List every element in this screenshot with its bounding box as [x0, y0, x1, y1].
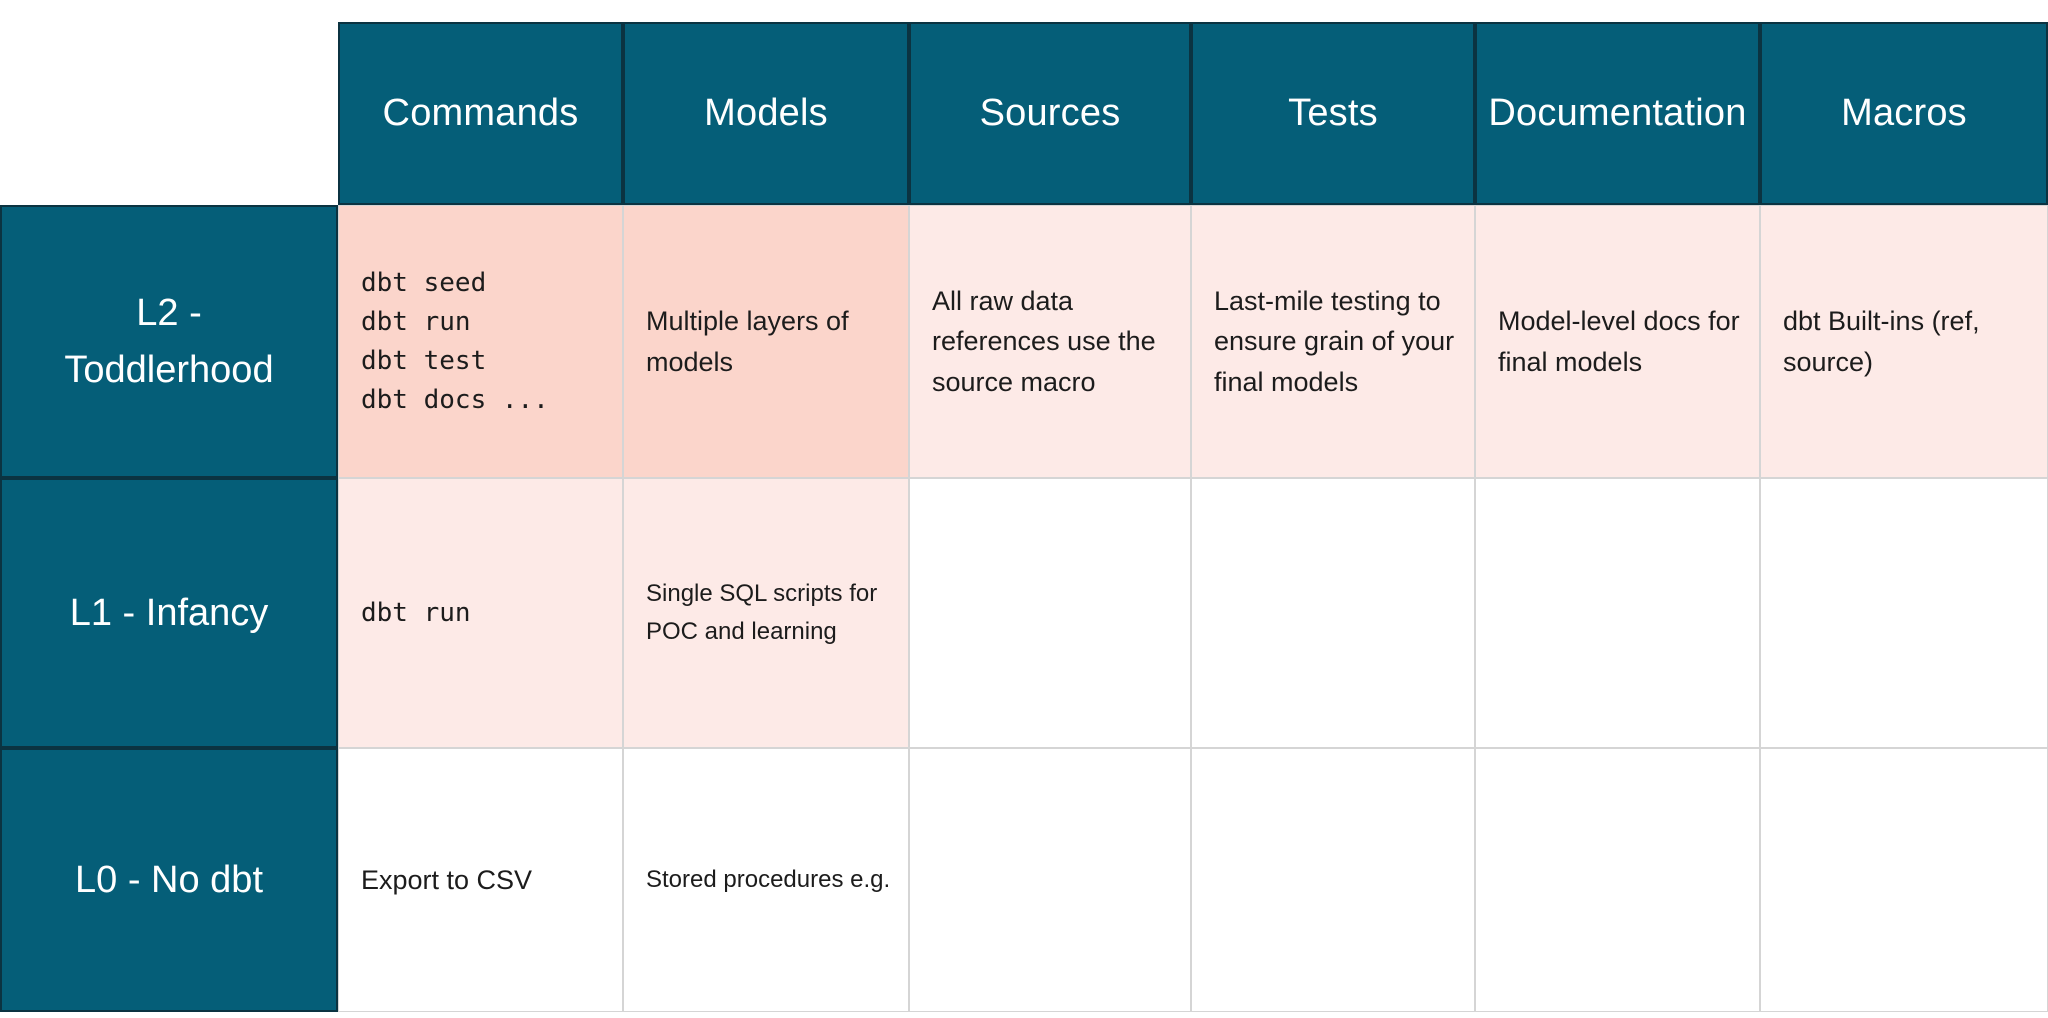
dbt-maturity-table: Commands Models Sources Tests Documentat… [0, 22, 2048, 1012]
cell-l1-documentation [1475, 478, 1760, 748]
col-header-sources: Sources [909, 22, 1191, 205]
cell-l1-macros [1760, 478, 2048, 748]
cell-l0-macros [1760, 748, 2048, 1012]
cell-l2-models: Multiple layers of models [623, 205, 909, 478]
cell-l2-documentation: Model-level docs for final models [1475, 205, 1760, 478]
row-header-l2: L2 - Toddlerhood [0, 205, 338, 478]
cell-l0-tests [1191, 748, 1475, 1012]
cell-l0-models: Stored procedures e.g. [623, 748, 909, 1012]
row-header-l1: L1 - Infancy [0, 478, 338, 748]
corner-spacer [0, 22, 338, 205]
cell-l0-documentation [1475, 748, 1760, 1012]
cell-l1-commands: dbt run [338, 478, 623, 748]
cell-l2-macros: dbt Built-ins (ref, source) [1760, 205, 2048, 478]
cell-l0-commands: Export to CSV [338, 748, 623, 1012]
cell-l2-sources: All raw data references use the source m… [909, 205, 1191, 478]
cell-l0-sources [909, 748, 1191, 1012]
cell-l1-sources [909, 478, 1191, 748]
cell-l1-models: Single SQL scripts for POC and learning [623, 478, 909, 748]
cell-l2-tests: Last-mile testing to ensure grain of you… [1191, 205, 1475, 478]
row-header-l0: L0 - No dbt [0, 748, 338, 1012]
col-header-commands: Commands [338, 22, 623, 205]
col-header-models: Models [623, 22, 909, 205]
cell-l1-tests [1191, 478, 1475, 748]
col-header-tests: Tests [1191, 22, 1475, 205]
col-header-macros: Macros [1760, 22, 2048, 205]
col-header-documentation: Documentation [1475, 22, 1760, 205]
cell-l2-commands: dbt seed dbt run dbt test dbt docs ... [338, 205, 623, 478]
